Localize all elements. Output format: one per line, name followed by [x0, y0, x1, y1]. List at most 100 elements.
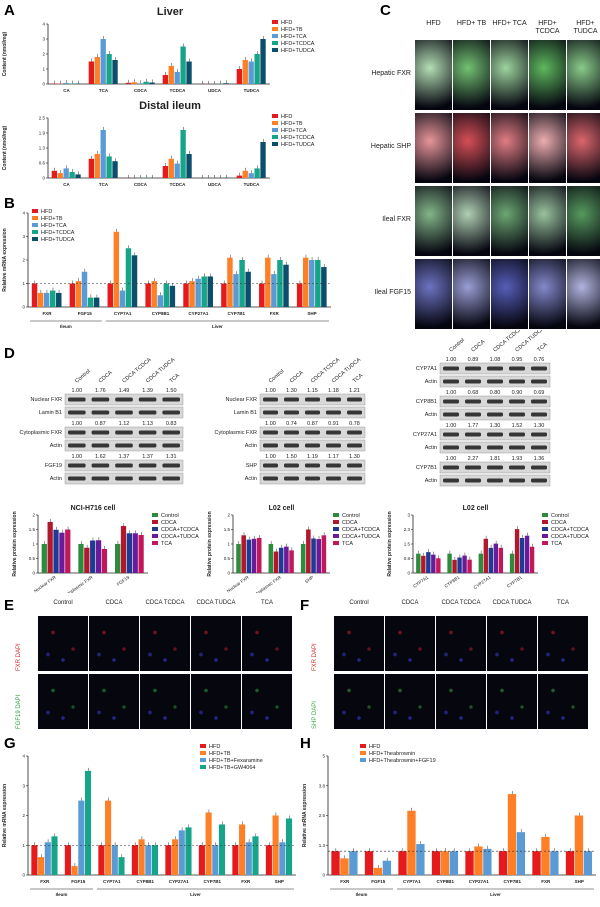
bar — [529, 546, 535, 573]
blot-band — [115, 476, 133, 481]
bar — [416, 553, 421, 573]
bar — [186, 61, 192, 84]
y-tick-label: 0 — [227, 571, 230, 576]
legend-label: HFD+TB — [209, 751, 231, 757]
blot-band — [531, 465, 547, 470]
x-tick-label: FXR — [340, 879, 350, 884]
y-tick-label: 0 — [42, 176, 45, 181]
bar — [94, 57, 100, 84]
legend-swatch — [542, 520, 548, 524]
bar — [248, 173, 254, 178]
bar — [162, 75, 169, 84]
band-value: 1.00 — [265, 421, 276, 427]
bar — [221, 283, 227, 307]
band-value: 1.81 — [490, 456, 501, 462]
x-tick-label: CYP7B1 — [503, 879, 521, 884]
bar — [251, 538, 257, 573]
x-tick-label: CYP7A1 — [412, 574, 429, 588]
micrograph — [529, 186, 566, 256]
bar — [452, 559, 457, 573]
band-value: 1.08 — [490, 357, 501, 363]
x-tick-label: CYP7B1 — [506, 574, 523, 588]
panel-label-h: H — [300, 735, 311, 752]
y-axis-label: Relative mRNA expression — [2, 228, 8, 291]
legend-swatch — [360, 751, 366, 755]
legend-label: CDCA — [551, 520, 567, 526]
bar — [169, 285, 176, 307]
x-tick-label: CYP27A1 — [188, 311, 209, 316]
y-tick-label: 3 — [42, 37, 45, 42]
bar — [98, 845, 105, 875]
x-tick-label: FGF15 — [371, 879, 386, 884]
legend-swatch — [333, 513, 339, 517]
band-value: 1.00 — [446, 390, 457, 396]
bar — [112, 60, 118, 84]
bar — [163, 283, 170, 307]
y-tick-label: 1.5 — [404, 542, 411, 547]
x-tick-label: CDCA — [134, 182, 148, 187]
y-tick-label: 0 — [22, 873, 25, 878]
panel-label-c: C — [380, 2, 391, 19]
blot-band — [263, 443, 278, 448]
bar — [259, 283, 265, 307]
blot-band — [263, 463, 278, 468]
row-header: FXR DAPI — [16, 643, 22, 671]
y-tick-label: 0.5 — [224, 556, 231, 561]
x-tick-label: CYP7B1 — [203, 879, 221, 884]
chart-title: L02 cell — [463, 505, 489, 512]
micrograph — [529, 259, 566, 329]
bar — [242, 60, 248, 84]
y-tick-label: 1.5 — [224, 527, 231, 532]
micrograph — [487, 674, 537, 729]
blot-band — [91, 476, 110, 481]
band-name: CYP7A1 — [416, 366, 437, 372]
band-name: Actin — [245, 476, 257, 482]
bar — [382, 860, 392, 875]
band-value: 1.30 — [490, 423, 501, 429]
band-value: 1.12 — [119, 421, 130, 427]
blot-band — [443, 412, 459, 417]
bar — [63, 168, 69, 178]
bar — [265, 257, 271, 307]
blot-band — [509, 432, 525, 437]
micrograph — [538, 616, 588, 671]
bar — [151, 281, 157, 307]
legend-swatch — [272, 142, 278, 146]
legend-label: HFD+TCDCA — [41, 230, 75, 236]
x-tick-label: CYP8B1 — [136, 879, 154, 884]
chart-h: 0 1.3 2.5 3.8 5 FXR FGF15 CYP7A1 CYP8B1 CYP27A1 CY… — [302, 744, 596, 897]
bar — [447, 553, 452, 573]
blot-band — [487, 465, 503, 470]
micrograph — [491, 40, 528, 110]
legend-swatch — [152, 520, 158, 524]
legend-label: CDCA — [161, 520, 177, 526]
legend-swatch — [272, 121, 278, 125]
bar — [100, 39, 106, 84]
legend-label: CDCA+TUDCA — [161, 534, 199, 540]
blot-band — [68, 410, 86, 415]
legend-swatch — [333, 534, 339, 538]
blot-band — [347, 463, 362, 468]
chart-a-liver: 0 1 2 3 4 CA TCA CDCA TCDCA UDCA TUDCA Content (nmo… — [2, 20, 315, 93]
bar — [285, 818, 293, 875]
chart-title: NCI-H716 cell — [71, 505, 116, 512]
blot-band — [509, 399, 525, 404]
band-value: 0.87 — [307, 421, 318, 427]
y-tick-label: 1 — [42, 67, 45, 72]
y-tick-label: 3 — [22, 234, 25, 239]
bar — [296, 283, 303, 307]
legend-label: HFD+TB — [281, 121, 303, 127]
bar — [105, 800, 112, 875]
band-value: 1.50 — [166, 388, 177, 394]
x-tick-label: CYP8B1 — [443, 574, 460, 588]
band-value: 1.21 — [349, 388, 360, 394]
bar — [574, 815, 584, 875]
legend-swatch — [200, 758, 206, 762]
x-tick-label: FXR — [42, 311, 52, 316]
bar — [488, 547, 494, 573]
blot-band — [138, 463, 157, 468]
band-name: Actin — [50, 443, 62, 449]
x-tick-label: FXR — [241, 879, 251, 884]
y-axis-label: Relative protein expression — [12, 511, 18, 576]
